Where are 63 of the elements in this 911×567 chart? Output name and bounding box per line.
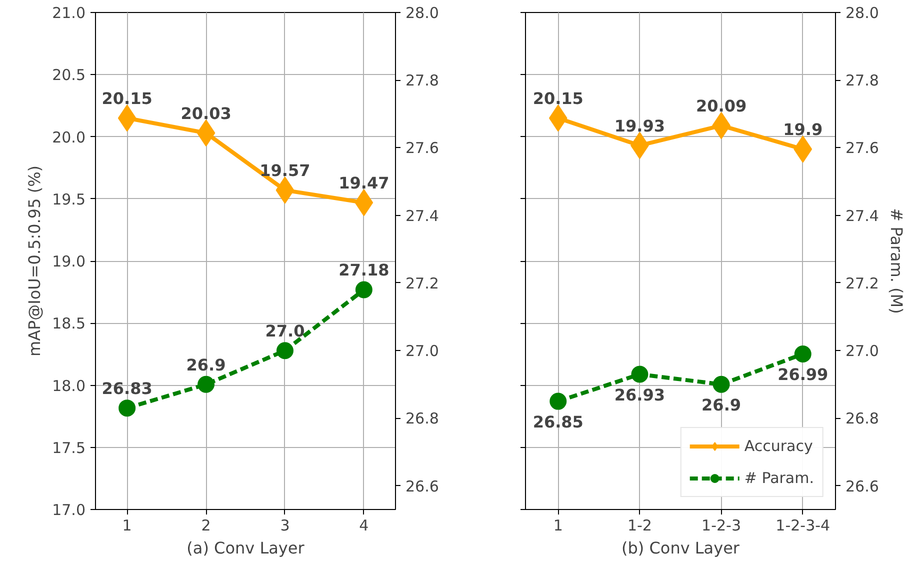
data-label: 19.47	[338, 174, 390, 193]
data-label: 19.57	[260, 161, 310, 180]
data-label: 26.93	[614, 385, 666, 404]
text: 26.8	[846, 410, 879, 428]
x-axis-title: (b) Conv Layer	[622, 538, 740, 558]
data-label: 19.93	[614, 116, 666, 136]
text: 26.8	[406, 410, 439, 428]
x-tick-label: 1	[553, 516, 563, 534]
x-tick-label: 4	[359, 516, 369, 534]
data-label: 27.0	[265, 322, 305, 341]
text: 27.8	[846, 72, 879, 90]
text: 27.4	[406, 206, 439, 225]
point	[550, 392, 567, 410]
text: 21.0	[52, 4, 86, 22]
point	[118, 400, 136, 417]
data-label: 19.9	[783, 120, 823, 140]
text: 27.0	[406, 342, 439, 360]
text: 20.5	[52, 66, 86, 84]
data-label: 20.09	[696, 96, 747, 116]
text: 27.0	[846, 342, 879, 360]
data-label: 26.9	[702, 395, 742, 414]
text: 27.6	[846, 139, 879, 158]
point	[198, 376, 215, 393]
text: 17.5	[52, 438, 86, 457]
text: 17.0	[52, 501, 86, 519]
x-tick-label: 1	[122, 516, 132, 534]
data-label: 26.85	[532, 412, 584, 432]
y-axis-title: mAP@IoU=0.5:0.95 (%)	[25, 165, 44, 357]
x-tick-label: 1-2	[627, 516, 652, 534]
text: 28.0	[406, 4, 439, 22]
text: 27.2	[846, 274, 879, 292]
x-tick-label: 1-2-3-4	[776, 516, 830, 534]
text: 18.0	[52, 376, 86, 395]
text: 18.5	[52, 314, 86, 333]
data-label: 26.9	[186, 355, 226, 374]
text: 26.6	[406, 477, 439, 496]
text: 19.0	[52, 252, 86, 270]
text: 27.4	[846, 206, 879, 225]
x-axis-title: (a) Conv Layer	[186, 538, 305, 558]
data-label: 20.15	[532, 89, 584, 108]
x-tick-label: 2	[201, 516, 211, 534]
point	[276, 342, 294, 360]
data-label: 26.99	[778, 364, 828, 384]
text: 19.5	[52, 190, 86, 208]
x-tick-label: 3	[280, 516, 290, 534]
data-label: 20.03	[180, 104, 232, 124]
legend-label: # Param.	[744, 469, 814, 487]
text: 28.0	[846, 4, 879, 22]
text: 27.2	[406, 274, 439, 292]
text: 26.6	[846, 477, 879, 496]
data-label: 26.83	[102, 379, 152, 398]
point	[794, 345, 812, 362]
point	[631, 366, 648, 383]
x-tick-label: 1-2-3	[702, 516, 742, 534]
point	[712, 376, 730, 393]
point	[355, 281, 372, 298]
text: 20.0	[52, 128, 86, 146]
text: 27.8	[406, 72, 439, 90]
legend-label: Accuracy	[744, 437, 813, 455]
text: 27.6	[406, 139, 439, 158]
y2-axis-title: # Param. (M)	[886, 208, 906, 314]
data-label: 20.15	[102, 89, 152, 108]
data-label: 27.18	[338, 260, 390, 280]
